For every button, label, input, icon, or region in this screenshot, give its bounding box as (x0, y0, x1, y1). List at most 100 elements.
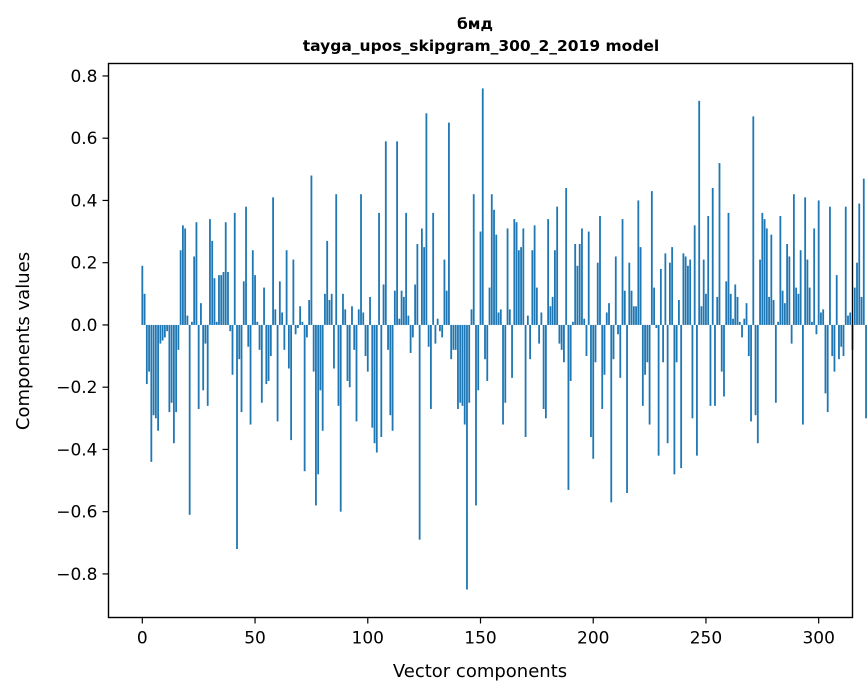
bar (542, 324, 545, 409)
bar (362, 312, 365, 325)
bar (849, 312, 852, 325)
bar (565, 187, 568, 325)
bar (817, 200, 820, 325)
bar (587, 231, 590, 325)
bar (513, 219, 516, 325)
bar (351, 306, 353, 325)
bar (646, 324, 649, 363)
bar (725, 281, 728, 325)
bar (632, 306, 635, 325)
bar (191, 321, 193, 325)
bar (315, 324, 317, 506)
bar (858, 203, 861, 325)
y-tick-label: 0.4 (70, 191, 97, 211)
bar (441, 324, 444, 338)
bar (772, 300, 775, 325)
bar (420, 228, 423, 325)
bar (184, 228, 187, 325)
bar (179, 250, 182, 325)
bar (457, 324, 459, 409)
bar (741, 324, 743, 338)
bar (454, 324, 457, 350)
bar (529, 324, 531, 360)
bar (317, 324, 320, 475)
bar (650, 191, 653, 325)
bar (254, 275, 256, 325)
bar (811, 321, 813, 325)
bar (718, 163, 721, 325)
bar (581, 228, 583, 325)
bar (783, 303, 786, 325)
bar (229, 324, 232, 332)
bar (333, 324, 335, 369)
bar (344, 309, 347, 325)
bar (303, 324, 306, 472)
bar (691, 324, 694, 419)
bar (206, 324, 209, 406)
bar (720, 324, 723, 372)
bar (330, 293, 333, 325)
bar (558, 324, 561, 344)
bar (373, 324, 376, 444)
bar (520, 247, 522, 325)
bar (723, 324, 725, 397)
bar (594, 324, 597, 363)
bar (560, 324, 563, 350)
bar (227, 272, 229, 325)
bar (287, 324, 290, 369)
bar (786, 244, 789, 325)
bar (522, 228, 525, 325)
bar (242, 281, 245, 325)
bar (603, 324, 606, 375)
bar (795, 287, 798, 325)
bar (479, 231, 482, 325)
bar (272, 197, 274, 325)
bar (466, 324, 468, 590)
bar (260, 324, 263, 403)
bar (790, 324, 793, 344)
bar (511, 324, 513, 378)
bar (506, 228, 509, 325)
bar (578, 244, 581, 325)
x-tick-label: 200 (577, 629, 609, 649)
y-axis-label: Components values (13, 252, 34, 430)
bar (732, 318, 734, 325)
bar (222, 272, 225, 325)
bar (475, 324, 477, 506)
bar (605, 312, 608, 325)
bar (531, 250, 534, 325)
bar (590, 324, 592, 437)
bar (752, 116, 755, 325)
plot-frame (107, 62, 854, 619)
bar (389, 324, 392, 416)
bar (759, 259, 761, 325)
bar (353, 324, 356, 350)
bar (556, 206, 559, 325)
bar (666, 324, 669, 444)
bar (747, 324, 750, 357)
bar (432, 212, 435, 325)
bar (209, 219, 211, 325)
x-tick-label: 150 (464, 629, 496, 649)
bar (599, 216, 601, 325)
bar (840, 324, 843, 347)
bar (572, 321, 574, 325)
bar (472, 194, 475, 325)
bar (299, 306, 302, 325)
bar (202, 324, 205, 391)
bar (524, 324, 527, 437)
bar (292, 259, 295, 325)
bar (608, 303, 610, 325)
bar (220, 275, 223, 325)
bar (488, 287, 491, 325)
bar (143, 293, 146, 325)
bar (186, 315, 189, 325)
x-tick-label: 300 (802, 629, 834, 649)
bar (324, 293, 326, 325)
bar (193, 256, 196, 325)
bar (411, 324, 414, 338)
bar (745, 303, 748, 325)
bar (145, 324, 148, 385)
bar (499, 309, 502, 325)
